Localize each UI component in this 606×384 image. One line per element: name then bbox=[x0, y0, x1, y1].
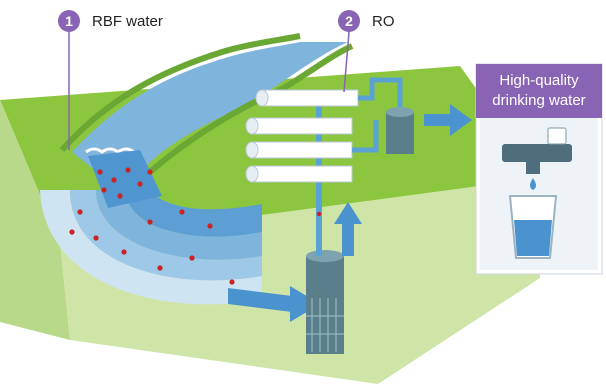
extraction-well bbox=[306, 250, 344, 354]
contaminant-dot bbox=[189, 255, 195, 261]
glass-water bbox=[514, 220, 552, 256]
contaminant-dots bbox=[69, 167, 271, 307]
callout-label-ro: RO bbox=[372, 12, 395, 30]
callout-number-2: 2 bbox=[338, 10, 360, 32]
callout-ro: 2 RO bbox=[338, 10, 395, 32]
up-arrow-shaft bbox=[342, 222, 354, 256]
tank-top bbox=[386, 107, 414, 117]
arrow-to-panel-head bbox=[450, 104, 472, 136]
infiltration-zone bbox=[40, 150, 262, 305]
contaminant-dot bbox=[93, 235, 99, 241]
water-glass-icon bbox=[508, 195, 558, 259]
contaminant-dot bbox=[69, 229, 75, 235]
ro-membrane-tube bbox=[245, 117, 353, 135]
pipe-run bbox=[358, 77, 403, 108]
contaminant-dot bbox=[229, 279, 235, 285]
contaminant-dot bbox=[121, 249, 127, 255]
infiltration-band-inner bbox=[96, 190, 262, 260]
ro-membrane-stack bbox=[245, 89, 359, 183]
tank-body bbox=[386, 112, 414, 154]
contaminant-dot bbox=[97, 169, 103, 175]
ro-membrane-tube bbox=[245, 141, 353, 159]
arrow-to-panel-shaft bbox=[424, 114, 452, 126]
callout-label-rbf-water: RBF water bbox=[92, 12, 163, 30]
faucet-pipe bbox=[502, 144, 572, 162]
infiltration-core bbox=[126, 190, 262, 237]
callout-rbf-water: 1 RBF water bbox=[58, 10, 163, 32]
river-wave-crest bbox=[85, 147, 135, 154]
ro-membrane-tube bbox=[245, 165, 353, 183]
water-drop bbox=[530, 178, 536, 190]
flow-arrow-icon bbox=[228, 286, 320, 322]
panel-title: High-quality drinking water bbox=[476, 64, 602, 118]
contaminant-dot bbox=[147, 219, 153, 225]
contaminant-dot bbox=[147, 169, 153, 175]
contaminant-dot bbox=[117, 193, 123, 199]
infiltration-band-middle bbox=[70, 190, 262, 281]
drinking-water-panel bbox=[475, 63, 603, 275]
callout-number-1: 1 bbox=[58, 10, 80, 32]
well-top bbox=[306, 250, 344, 262]
flow-arrow-shaft bbox=[228, 288, 292, 312]
river-bank-left bbox=[59, 33, 301, 152]
connecting-pipe bbox=[352, 77, 403, 153]
contaminant-dot bbox=[111, 177, 117, 183]
faucet-spout bbox=[526, 156, 540, 174]
contaminant-dot bbox=[101, 187, 107, 193]
infiltration-band-outer bbox=[40, 190, 262, 305]
up-arrow-head bbox=[334, 202, 362, 224]
contaminant-dot bbox=[137, 181, 143, 187]
panel-title-line-1: High-quality bbox=[499, 72, 579, 89]
pipe-return bbox=[352, 120, 379, 153]
contaminant-dot bbox=[157, 265, 163, 271]
faucet-handle bbox=[547, 127, 567, 145]
riser-contaminant-dot bbox=[316, 211, 322, 217]
faucet-icon bbox=[502, 127, 572, 190]
pressure-tank bbox=[386, 107, 414, 154]
flow-arrow-icon bbox=[424, 104, 472, 136]
panel-title-bg bbox=[476, 64, 602, 118]
well-screen bbox=[306, 298, 344, 352]
ro-membrane-tube bbox=[255, 89, 359, 107]
up-arrow-icon bbox=[334, 202, 362, 256]
panel-title-line-2: drinking water bbox=[492, 92, 586, 109]
contaminant-dot bbox=[125, 167, 131, 173]
river-bed-water bbox=[88, 150, 162, 208]
flow-arrow-head bbox=[290, 286, 320, 322]
ground-front bbox=[0, 100, 70, 340]
contaminant-dot bbox=[179, 209, 185, 215]
contaminant-dot bbox=[77, 209, 83, 215]
contaminant-dot bbox=[207, 223, 213, 229]
